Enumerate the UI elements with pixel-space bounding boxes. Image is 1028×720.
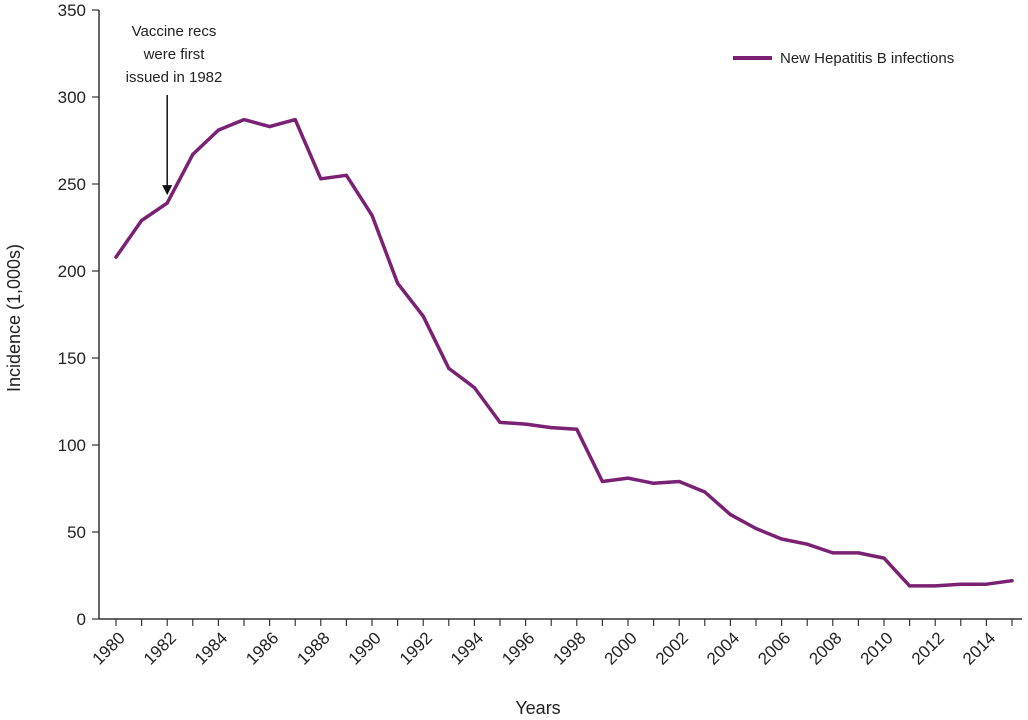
data-point xyxy=(165,201,169,205)
annotation-text: were first xyxy=(143,46,206,63)
x-tick-label: 2006 xyxy=(754,628,794,668)
series-line xyxy=(114,117,1014,588)
data-point xyxy=(754,526,758,531)
data-point xyxy=(370,213,374,217)
data-point xyxy=(319,177,323,181)
x-axis-ticks: 1980 1982 1984 1986 1988 1990 1992 1994 1996 1998… xyxy=(89,619,1013,669)
data-point xyxy=(780,537,784,541)
x-tick-label: 1994 xyxy=(447,628,487,668)
y-tick-label: 0 xyxy=(77,610,86,629)
x-tick-label: 1988 xyxy=(293,628,333,668)
y-tick-label: 50 xyxy=(67,523,86,542)
data-point xyxy=(575,427,579,431)
data-point xyxy=(1010,579,1014,583)
annotation-text: Vaccine recs xyxy=(132,23,217,40)
annotation: Vaccine recs were first issued in 1982 xyxy=(126,23,223,196)
data-point xyxy=(677,479,681,484)
data-point xyxy=(447,366,451,371)
x-tick-label: 1982 xyxy=(140,628,180,668)
data-point xyxy=(140,218,144,223)
legend[interactable]: New Hepatitis B infections xyxy=(733,50,954,67)
data-point xyxy=(600,479,605,484)
x-tick-label: 1980 xyxy=(89,628,129,668)
data-point xyxy=(396,281,400,285)
data-point xyxy=(728,513,733,517)
x-tick-label: 2012 xyxy=(908,628,948,668)
data-point xyxy=(344,173,348,177)
data-point xyxy=(216,128,220,132)
x-tick-label: 1986 xyxy=(242,628,282,668)
y-tick-label: 150 xyxy=(58,349,86,368)
data-point xyxy=(959,582,963,586)
data-point xyxy=(626,476,630,480)
data-point xyxy=(984,582,989,586)
data-point xyxy=(498,420,502,424)
data-point xyxy=(191,152,195,157)
x-tick-label: 2004 xyxy=(703,628,743,668)
x-tick-label: 2000 xyxy=(601,628,641,668)
x-tick-label: 2010 xyxy=(857,628,897,668)
data-point xyxy=(293,118,297,122)
x-axis-title: Years xyxy=(515,698,560,718)
data-point xyxy=(242,118,246,122)
data-point xyxy=(831,551,835,555)
annotation-text: issued in 1982 xyxy=(126,69,223,86)
data-point xyxy=(549,426,553,430)
data-point xyxy=(856,551,861,555)
data-point xyxy=(114,255,118,259)
data-point xyxy=(703,490,707,494)
y-tick-label: 300 xyxy=(58,88,86,107)
x-tick-label: 2014 xyxy=(959,628,999,668)
x-tick-label: 1992 xyxy=(396,628,436,668)
y-tick-label: 100 xyxy=(58,436,86,455)
data-point xyxy=(268,124,272,129)
y-axis-ticks: 0 50 100 150 200 250 300 350 xyxy=(58,1,99,629)
x-tick-label: 1998 xyxy=(549,628,589,668)
y-tick-label: 250 xyxy=(58,175,86,194)
legend-label: New Hepatitis B infections xyxy=(780,50,954,67)
data-point xyxy=(524,422,528,426)
x-tick-label: 2008 xyxy=(805,628,845,668)
data-point xyxy=(805,542,809,546)
y-tick-label: 350 xyxy=(58,1,86,20)
y-tick-label: 200 xyxy=(58,262,86,281)
x-tick-label: 1996 xyxy=(498,628,538,668)
data-point xyxy=(933,584,937,588)
x-tick-label: 1984 xyxy=(191,628,231,668)
data-point xyxy=(421,314,425,318)
data-point xyxy=(882,556,886,560)
data-point xyxy=(908,584,912,588)
data-point xyxy=(472,385,476,390)
data-point xyxy=(652,481,656,485)
arrow-down-icon xyxy=(162,185,173,196)
axes xyxy=(98,10,1022,620)
x-tick-label: 2002 xyxy=(652,628,692,668)
series-layer xyxy=(114,117,1014,588)
y-axis-title: Incidence (1,000s) xyxy=(4,244,24,392)
x-tick-label: 1990 xyxy=(345,628,385,668)
